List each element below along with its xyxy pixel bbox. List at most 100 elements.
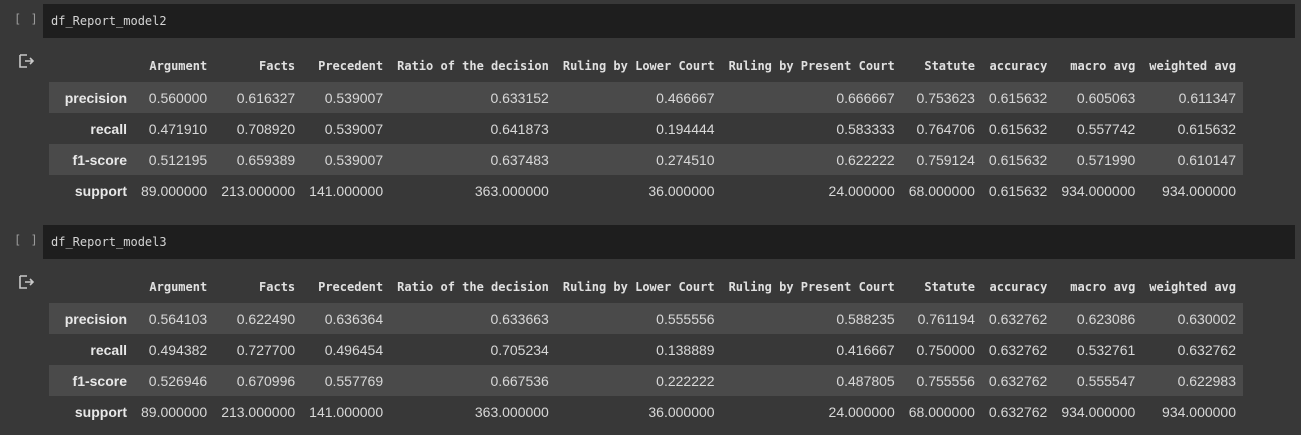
table-cell: 68.000000 <box>908 182 975 199</box>
table-cell: 0.667536 <box>490 372 549 389</box>
table-cell: 0.633152 <box>490 89 549 106</box>
column-header: Facts <box>259 58 296 73</box>
table-cell: 0.512195 <box>148 151 208 168</box>
column-header: Ruling by Lower Court <box>562 279 715 294</box>
table-cell: 363.000000 <box>474 182 549 199</box>
table-cell: 0.487805 <box>836 372 895 389</box>
output-arrow-icon[interactable] <box>18 53 36 69</box>
code-cell-2[interactable]: [ ] df_Report_model3 <box>0 223 1301 259</box>
row-label: f1-score <box>72 151 127 168</box>
code-editor[interactable]: df_Report_model2 <box>43 4 1295 38</box>
table-cell: 0.138889 <box>656 341 715 358</box>
row-label: precision <box>64 89 127 106</box>
table-cell: 0.666667 <box>836 89 895 106</box>
table-row: precision 0.560000 0.616327 0.539007 0.63315… <box>49 82 1243 113</box>
table-cell: 141.000000 <box>309 403 384 420</box>
table-cell: 0.555556 <box>656 310 715 327</box>
column-header: Ruling by Present Court <box>728 279 895 294</box>
column-header: Ruling by Lower Court <box>562 58 715 73</box>
table-cell: 0.194444 <box>656 120 715 137</box>
table-cell: 0.705234 <box>490 341 549 358</box>
table-cell: 934.000000 <box>1061 182 1136 199</box>
table-cell: 68.000000 <box>908 403 975 420</box>
table-cell: 0.471910 <box>148 120 208 137</box>
table-cell: 0.633663 <box>490 310 549 327</box>
table-cell: 0.274510 <box>656 151 715 168</box>
table-cell: 0.622490 <box>236 310 296 327</box>
table-cell: 0.632762 <box>988 403 1048 420</box>
table-cell: 0.615632 <box>988 120 1048 137</box>
table-cell: 0.755556 <box>916 372 975 389</box>
table-cell: 0.496454 <box>324 341 384 358</box>
column-header: weighted avg <box>1149 58 1236 73</box>
table-cell: 0.539007 <box>324 89 384 106</box>
column-header: Ratio of the decision <box>397 58 549 73</box>
table-cell: 0.641873 <box>490 120 549 137</box>
index-corner <box>49 49 134 82</box>
row-label: f1-score <box>72 372 127 389</box>
code-text: df_Report_model3 <box>51 235 167 249</box>
table-cell: 0.727700 <box>236 341 296 358</box>
table-cell: 0.632762 <box>1177 341 1236 358</box>
table-cell: 24.000000 <box>828 403 895 420</box>
table-cell: 0.632762 <box>988 341 1048 358</box>
row-label: recall <box>90 120 127 137</box>
run-cell-button[interactable]: [ ] <box>14 12 39 26</box>
output-arrow-icon[interactable] <box>18 274 36 290</box>
run-cell-button[interactable]: [ ] <box>14 233 39 247</box>
table-cell: 0.526946 <box>148 372 208 389</box>
table-cell: 0.636364 <box>324 310 384 327</box>
table-cell: 0.632762 <box>988 372 1048 389</box>
table-cell: 0.557742 <box>1076 120 1136 137</box>
column-header: Argument <box>149 58 208 73</box>
table-cell: 0.564103 <box>148 310 208 327</box>
dataframe-table: Argument Facts Precedent Ratio of the decis… <box>49 49 1243 206</box>
table-cell: 0.616327 <box>236 89 296 106</box>
table-cell: 89.000000 <box>141 182 208 199</box>
code-editor[interactable]: df_Report_model3 <box>43 225 1295 259</box>
table-cell: 0.605063 <box>1076 89 1136 106</box>
table-cell: 0.622983 <box>1177 372 1236 389</box>
table-cell: 0.615632 <box>988 89 1048 106</box>
table-cell: 934.000000 <box>1061 403 1136 420</box>
column-header: Argument <box>149 279 208 294</box>
table-row: support 89.000000 213.000000 141.000000 363.… <box>49 175 1243 206</box>
table-cell: 0.615632 <box>988 151 1048 168</box>
table-cell: 0.637483 <box>490 151 549 168</box>
table-cell: 213.000000 <box>221 182 296 199</box>
table-cell: 0.583333 <box>836 120 895 137</box>
table-cell: 0.610147 <box>1177 151 1236 168</box>
table-cell: 0.623086 <box>1076 310 1136 327</box>
table-cell: 0.615632 <box>1177 120 1236 137</box>
table-cell: 0.222222 <box>656 372 715 389</box>
table-cell: 0.555547 <box>1076 372 1136 389</box>
column-header: accuracy <box>989 58 1048 73</box>
table-cell: 0.753623 <box>916 89 975 106</box>
table-cell: 0.615632 <box>988 182 1048 199</box>
table-cell: 0.532761 <box>1076 341 1136 358</box>
table-cell: 934.000000 <box>1162 403 1236 420</box>
table-cell: 0.611347 <box>1178 89 1236 106</box>
table-cell: 0.670996 <box>236 372 296 389</box>
table-row: f1-score 0.512195 0.659389 0.539007 0.637483… <box>49 144 1243 175</box>
table-cell: 0.588235 <box>836 310 895 327</box>
table-cell: 0.630002 <box>1177 310 1236 327</box>
table-row: recall 0.471910 0.708920 0.539007 0.641873 0.… <box>49 113 1243 144</box>
table-cell: 36.000000 <box>648 403 715 420</box>
table-cell: 0.632762 <box>988 310 1048 327</box>
table-cell: 0.539007 <box>324 120 384 137</box>
index-corner <box>49 270 134 303</box>
dataframe-table: Argument Facts Precedent Ratio of the decis… <box>49 270 1243 427</box>
row-label: support <box>74 403 127 420</box>
table-cell: 0.764706 <box>916 120 975 137</box>
table-cell: 36.000000 <box>648 182 715 199</box>
column-header: Statute <box>924 58 975 73</box>
table-cell: 0.466667 <box>656 89 715 106</box>
table-cell: 89.000000 <box>141 403 208 420</box>
table-cell: 0.708920 <box>236 120 296 137</box>
table-cell: 0.494382 <box>148 341 208 358</box>
table-row: f1-score 0.526946 0.670996 0.557769 0.667536… <box>49 365 1243 396</box>
header-row: Argument Facts Precedent Ratio of the decis… <box>49 270 1243 303</box>
code-cell-1[interactable]: [ ] df_Report_model2 <box>0 2 1301 38</box>
table-cell: 0.659389 <box>236 151 296 168</box>
